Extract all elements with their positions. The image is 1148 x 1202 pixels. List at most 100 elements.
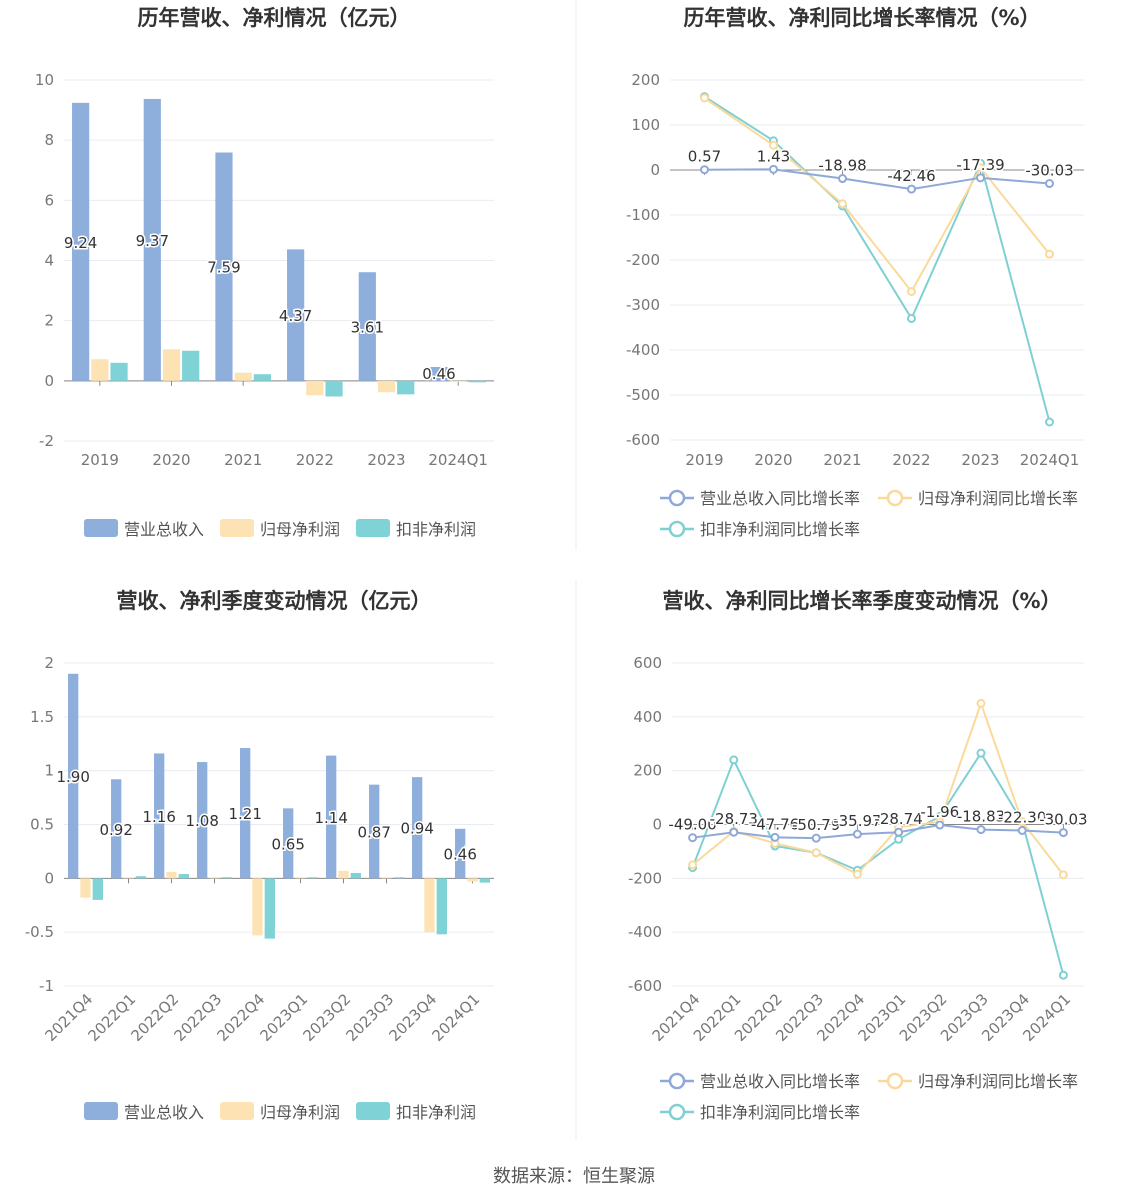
y-tick-label: 400 <box>633 708 662 726</box>
y-tick-label: 2 <box>44 654 54 672</box>
bar-1 <box>111 779 122 879</box>
line-point <box>700 165 709 175</box>
y-tick-label: 1.5 <box>30 708 54 726</box>
y-tick-label: -1 <box>39 977 54 995</box>
bar-2 <box>467 878 478 882</box>
bar-1 <box>287 249 305 381</box>
bar-1 <box>72 102 90 381</box>
line-point <box>852 869 862 879</box>
line-point <box>907 184 916 194</box>
bar-1 <box>215 152 233 381</box>
y-tick-label: 8 <box>44 131 54 149</box>
y-tick-label: -600 <box>628 977 662 995</box>
legend-label: 营业总收入同比增长率 <box>700 489 860 508</box>
line-point <box>894 827 904 837</box>
bar-3 <box>436 878 447 935</box>
data-label: -1.96 <box>920 803 959 821</box>
y-tick-label: -500 <box>626 386 660 404</box>
line-series-3 <box>691 751 1065 976</box>
bar-1 <box>240 748 251 879</box>
bar-2 <box>162 349 181 381</box>
line-point <box>894 834 904 844</box>
bar-3 <box>110 362 128 381</box>
bar-2 <box>377 380 396 393</box>
y-tick-label: -300 <box>626 296 660 314</box>
data-label: 0.87 <box>357 823 390 841</box>
x-tick-label: 2019 <box>685 451 723 469</box>
line-point <box>1058 870 1068 880</box>
line-series-1 <box>692 824 1064 840</box>
line-point <box>769 164 778 174</box>
bar-3 <box>221 877 232 879</box>
y-tick-label: -100 <box>626 206 660 224</box>
data-label: 9.24 <box>64 234 97 252</box>
x-tick-label: 2023 <box>367 451 405 469</box>
chart-title: 历年营收、净利情况（亿元） <box>138 6 411 30</box>
line-point <box>838 199 847 209</box>
x-tick-label: 2023 <box>961 451 999 469</box>
data-label: 0.46 <box>422 365 455 383</box>
line-point <box>729 827 739 837</box>
legend-swatch <box>84 1102 118 1120</box>
data-label: -17.39 <box>956 156 1004 174</box>
line-point <box>688 833 698 843</box>
line-point <box>811 833 821 843</box>
data-label: 3.61 <box>351 319 384 337</box>
y-tick-label: 0 <box>650 161 660 179</box>
bar-1 <box>143 98 161 381</box>
data-label: -50.79 <box>792 816 840 834</box>
data-label: 9.37 <box>136 232 169 250</box>
bar-2 <box>338 870 349 879</box>
chart-1: 历年营收、净利情况（亿元） 10 8 6 4 2 0 -2 2019 2020 2021 2022 20… <box>35 6 494 539</box>
line-point <box>1058 970 1068 980</box>
bar-3 <box>479 878 490 883</box>
y-tick-label: 4 <box>44 252 54 270</box>
bar-3 <box>307 877 318 879</box>
data-label: -30.03 <box>1025 162 1073 180</box>
line-point <box>976 163 985 173</box>
bar-1 <box>283 808 294 879</box>
y-tick-label: -200 <box>628 869 662 887</box>
legend-label: 归母净利润 <box>260 520 340 539</box>
y-tick-label: 0 <box>652 816 662 834</box>
line-point <box>1017 826 1027 836</box>
legend-label: 归母净利润同比增长率 <box>918 1072 1078 1091</box>
line-point <box>852 829 862 839</box>
legend-swatch <box>668 1103 686 1121</box>
y-tick-label: -200 <box>626 251 660 269</box>
chart-title: 营收、净利季度变动情况（亿元） <box>117 589 432 613</box>
chart-title: 历年营收、净利同比增长率情况（%） <box>683 6 1040 30</box>
y-tick-label: 100 <box>631 116 660 134</box>
y-tick-label: 600 <box>633 654 662 672</box>
bar-1 <box>369 784 380 879</box>
bar-1 <box>197 762 208 879</box>
y-tick-label: 6 <box>44 191 54 209</box>
data-label: 1.21 <box>228 805 261 823</box>
bar-1 <box>430 366 448 381</box>
y-tick-label: 10 <box>35 71 54 89</box>
x-tick-label: 2022 <box>892 451 930 469</box>
y-tick-label: -400 <box>628 923 662 941</box>
legend-label: 扣非净利润同比增长率 <box>700 1103 860 1122</box>
data-label: -35.97 <box>833 812 881 830</box>
y-tick-label: 0.5 <box>30 816 54 834</box>
chart-title: 营收、净利同比增长率季度变动情况（%） <box>662 589 1061 613</box>
bar-3 <box>135 876 146 879</box>
legend-swatch <box>668 520 686 538</box>
legend-label: 营业总收入 <box>124 1103 204 1122</box>
line-point <box>1045 249 1054 259</box>
chart-3: 营收、净利季度变动情况（亿元）21.510.50-0.5-12021Q42022… <box>25 589 494 1122</box>
data-label: -18.98 <box>818 157 866 175</box>
legend-swatch <box>84 519 118 537</box>
data-label: 0.92 <box>99 821 132 839</box>
x-tick-label: 2019 <box>81 451 119 469</box>
legend-label: 营业总收入 <box>124 520 204 539</box>
bar-2 <box>166 871 177 879</box>
data-label: 1.08 <box>185 812 218 830</box>
line-series-3 <box>703 95 1051 423</box>
legend-label: 扣非净利润 <box>396 1103 476 1122</box>
bar-2 <box>449 380 467 382</box>
y-tick-label: 0 <box>44 869 54 887</box>
data-label: 4.37 <box>279 307 312 325</box>
line-series-2 <box>691 700 1065 876</box>
